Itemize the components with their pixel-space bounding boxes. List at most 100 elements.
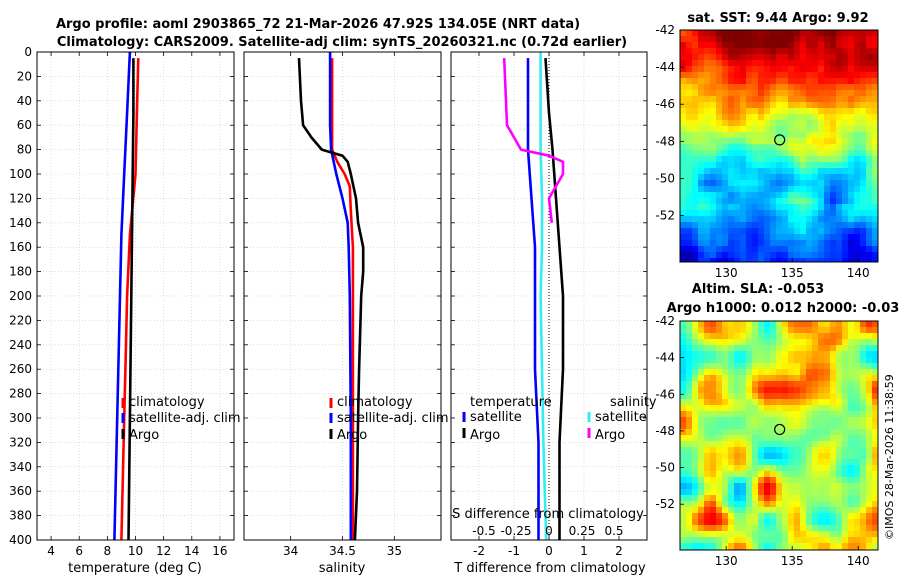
heatmap-cell (782, 459, 789, 466)
heatmap-cell (752, 186, 759, 193)
heatmap-cell (872, 102, 878, 109)
heatmap-cell (704, 363, 711, 370)
heatmap-cell (836, 387, 843, 394)
heatmap-cell (752, 543, 759, 550)
heatmap-cell (722, 357, 729, 364)
heatmap-cell (842, 204, 849, 211)
heatmap-cell (806, 321, 813, 328)
heatmap-cell (812, 393, 819, 400)
heatmap-cell (788, 537, 795, 544)
map-y-tick-label: -48 (655, 134, 675, 148)
heatmap-cell (794, 168, 801, 175)
heatmap-cell (818, 54, 825, 61)
heatmap-cell (686, 162, 693, 169)
heatmap-cell (770, 78, 777, 85)
heatmap-cell (812, 216, 819, 223)
heatmap-cell (818, 381, 825, 388)
heatmap-cell (698, 48, 705, 55)
heatmap-cell (722, 90, 729, 97)
heatmap-cell (722, 429, 729, 436)
heatmap-cell (764, 435, 771, 442)
heatmap-cell (692, 501, 699, 508)
heatmap-cell (806, 84, 813, 91)
heatmap-cell (692, 30, 699, 37)
heatmap-cell (824, 501, 831, 508)
heatmap-cell (848, 240, 855, 247)
heatmap-cell (776, 333, 783, 340)
heatmap-cell (746, 60, 753, 67)
heatmap-cell (770, 501, 777, 508)
heatmap-cell (830, 393, 837, 400)
heatmap-cell (746, 507, 753, 514)
heatmap-cell (716, 525, 723, 532)
heatmap-cell (794, 186, 801, 193)
heatmap-cell (788, 138, 795, 145)
heatmap-cell (728, 357, 735, 364)
heatmap-cell (782, 66, 789, 73)
heatmap-cell (860, 234, 867, 241)
heatmap-cell (698, 471, 705, 478)
heatmap-cell (806, 30, 813, 37)
series-line-argo (127, 58, 135, 541)
heatmap-cell (830, 369, 837, 376)
legend-title-salinity: salinity (610, 395, 657, 410)
heatmap-cell (746, 531, 753, 538)
heatmap-cell (806, 204, 813, 211)
heatmap-cell (830, 48, 837, 55)
heatmap-cell (824, 96, 831, 103)
heatmap-cell (818, 252, 825, 259)
heatmap-cell (830, 252, 837, 259)
heatmap-cell (794, 174, 801, 181)
series-line-s-argo (502, 58, 565, 223)
heatmap-cell (722, 333, 729, 340)
heatmap-cell (776, 345, 783, 352)
heatmap-cell (746, 387, 753, 394)
heatmap-cell (788, 192, 795, 199)
heatmap-cell (812, 537, 819, 544)
heatmap-cell (704, 381, 711, 388)
heatmap-cell (728, 240, 735, 247)
heatmap-cell (740, 351, 747, 358)
heatmap-cell (692, 495, 699, 502)
heatmap-cell (710, 471, 717, 478)
series-line-climatology (120, 58, 140, 541)
heatmap-cell (776, 174, 783, 181)
heatmap-cell (746, 537, 753, 544)
heatmap-cell (764, 162, 771, 169)
heatmap-cell (812, 126, 819, 133)
heatmap-cell (704, 543, 711, 550)
heatmap-cell (740, 357, 747, 364)
heatmap-cell (722, 60, 729, 67)
heatmap-cell (704, 78, 711, 85)
heatmap-cell (866, 216, 873, 223)
heatmap-cell (830, 150, 837, 157)
heatmap-cell (788, 108, 795, 115)
heatmap-cell (710, 417, 717, 424)
heatmap-cell (746, 228, 753, 235)
heatmap-cell (812, 531, 819, 538)
heatmap-cell (776, 513, 783, 520)
heatmap-cell (698, 228, 705, 235)
heatmap-cell (872, 327, 878, 334)
heatmap-cell (686, 483, 693, 490)
heatmap-cell (836, 333, 843, 340)
heatmap-cell (860, 114, 867, 121)
heatmap-cell (770, 54, 777, 61)
heatmap-cell (740, 156, 747, 163)
heatmap-cell (740, 333, 747, 340)
heatmap-cell (824, 351, 831, 358)
heatmap-cell (734, 339, 741, 346)
heatmap-cell (734, 357, 741, 364)
heatmap-cell (854, 459, 861, 466)
heatmap-cell (788, 543, 795, 550)
heatmap-cell (752, 333, 759, 340)
heatmap-cell (824, 120, 831, 127)
heatmap-cell (800, 531, 807, 538)
heatmap-cell (710, 192, 717, 199)
heatmap-cell (812, 453, 819, 460)
heatmap-cell (698, 174, 705, 181)
heatmap-cell (776, 252, 783, 259)
heatmap-cell (812, 138, 819, 145)
heatmap-cell (716, 84, 723, 91)
heatmap-cell (758, 228, 765, 235)
